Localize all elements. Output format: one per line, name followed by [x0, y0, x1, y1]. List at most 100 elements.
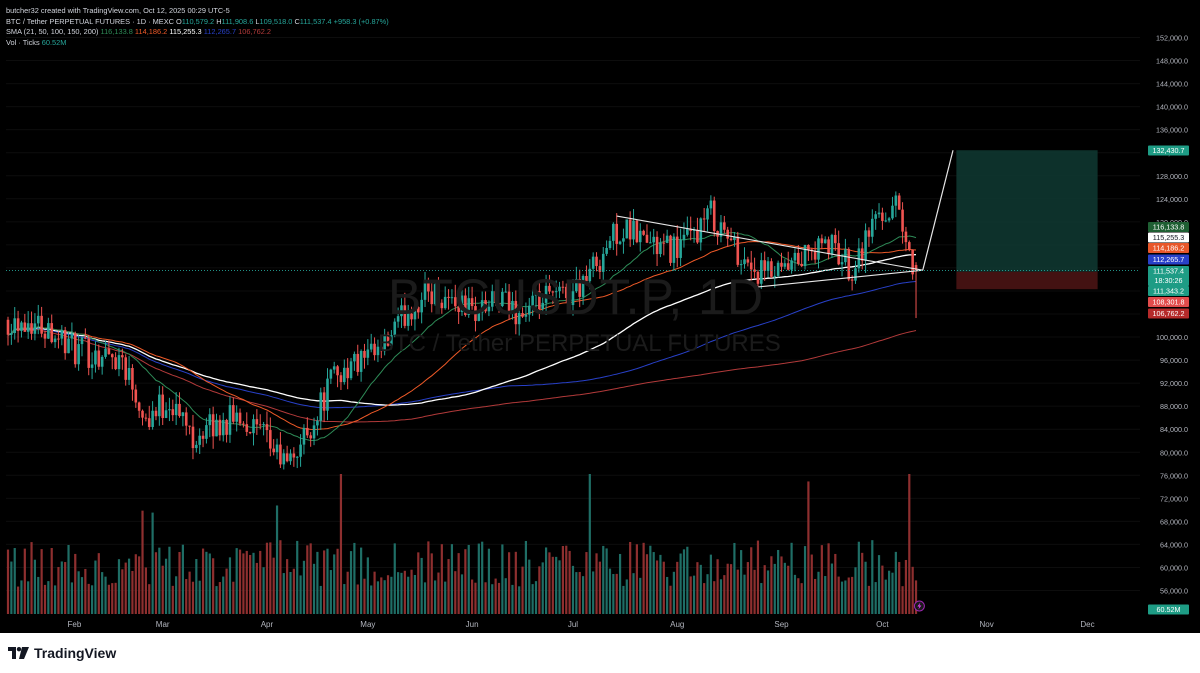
candle: [168, 397, 171, 422]
candle: [480, 291, 484, 321]
candle-body: [521, 313, 524, 317]
volume-bar: [851, 576, 854, 614]
x-tick-label: Apr: [261, 620, 274, 629]
candle: [484, 291, 487, 314]
volume-bar: [494, 578, 497, 614]
volume-bar: [238, 549, 242, 614]
volume-bar: [669, 585, 672, 614]
candle: [437, 277, 440, 310]
ohlc-close: 111,537.4: [299, 16, 332, 26]
candle-body: [329, 369, 333, 379]
candle: [332, 361, 336, 374]
candle-body: [527, 305, 531, 315]
candle: [527, 297, 531, 322]
candle-body: [628, 219, 632, 240]
volume-bar: [773, 563, 776, 614]
sma-line[interactable]: SMA (21, 50, 100, 150, 200) 116,133.8 11…: [6, 27, 389, 38]
volume-bar: [33, 559, 37, 614]
candle-body: [423, 281, 427, 300]
volume-bar: [286, 559, 289, 614]
chart-area[interactable]: Feb Mar Apr May Jun Jul Aug Sep Oct Nov Dec 152,000…: [0, 0, 1200, 633]
candle: [834, 228, 837, 251]
candle-body: [904, 231, 908, 243]
lower-trendline[interactable]: [757, 269, 923, 288]
candle: [672, 233, 676, 271]
candle-body: [534, 291, 538, 296]
volume-bar: [262, 567, 265, 614]
upper-trendline[interactable]: [616, 215, 923, 271]
candle: [191, 414, 195, 460]
candle: [265, 411, 269, 443]
candle: [211, 406, 215, 449]
candle: [887, 216, 891, 223]
candle: [733, 232, 736, 247]
candle: [911, 249, 914, 280]
long-position-target-zone[interactable]: [956, 150, 1098, 272]
lightning-icon[interactable]: [913, 600, 925, 612]
candle: [43, 330, 47, 348]
volume-bar: [521, 566, 524, 614]
candle: [608, 236, 612, 250]
volume-bar: [692, 575, 696, 614]
sma-150-line[interactable]: [7, 281, 917, 409]
candle-body: [776, 262, 780, 276]
candle-body: [16, 318, 20, 331]
price-tag-label: 106,762.2: [1153, 309, 1185, 318]
symbol-name[interactable]: BTC / Tether PERPETUAL FUTURES · 1D · ME…: [6, 16, 174, 26]
volume-bar: [208, 553, 211, 614]
candle-body: [538, 291, 541, 310]
candle-body: [867, 230, 871, 237]
candle-body: [551, 291, 555, 293]
candle-body: [322, 392, 326, 411]
candle-body: [813, 251, 817, 260]
candle: [521, 307, 524, 318]
candle-body: [453, 297, 457, 307]
volume-line[interactable]: Vol · Ticks 60.52M: [6, 38, 389, 49]
candle-body: [501, 291, 504, 307]
long-position-stop-zone[interactable]: [956, 271, 1098, 290]
candle-body: [302, 427, 306, 445]
x-tick-label: Feb: [68, 620, 82, 629]
volume-bar: [481, 541, 484, 614]
volume-bar: [625, 579, 628, 614]
candle: [302, 424, 306, 455]
candle-body: [121, 355, 124, 358]
tradingview-logo[interactable]: TradingView: [8, 645, 116, 661]
candle-body: [642, 230, 645, 235]
candle: [134, 384, 138, 408]
candle: [279, 432, 282, 468]
candle-body: [379, 346, 383, 352]
candle: [410, 306, 413, 326]
volume-bar: [225, 568, 228, 614]
candle-body: [174, 403, 178, 416]
candle-body: [413, 307, 417, 320]
price-tag: 108,301.8: [1148, 297, 1189, 307]
volume-bar: [124, 562, 127, 614]
candle-body: [346, 367, 349, 379]
volume-bar: [323, 550, 326, 614]
candle: [776, 260, 780, 278]
candle: [538, 280, 541, 320]
candle-body: [719, 222, 723, 237]
candle-body: [564, 286, 568, 299]
volume-bar: [37, 576, 40, 614]
volume-bar: [736, 569, 739, 614]
volume-bar: [215, 586, 218, 614]
candle: [810, 247, 814, 261]
projection-line[interactable]: [922, 150, 954, 271]
candle-body: [269, 430, 272, 449]
candle-body: [420, 299, 423, 313]
volume-bar: [642, 542, 645, 614]
price-tag-label: 115,255.3: [1153, 233, 1184, 242]
candle: [595, 252, 598, 272]
sma-200-line[interactable]: [7, 328, 917, 423]
candle-body: [87, 338, 91, 368]
candle: [635, 219, 639, 244]
volume-bar: [366, 557, 369, 614]
volume-bar: [719, 579, 723, 614]
candle-body: [763, 260, 766, 271]
candle: [33, 313, 37, 341]
candle-body: [383, 334, 386, 352]
candle: [739, 259, 743, 275]
volume-bar: [460, 574, 464, 614]
